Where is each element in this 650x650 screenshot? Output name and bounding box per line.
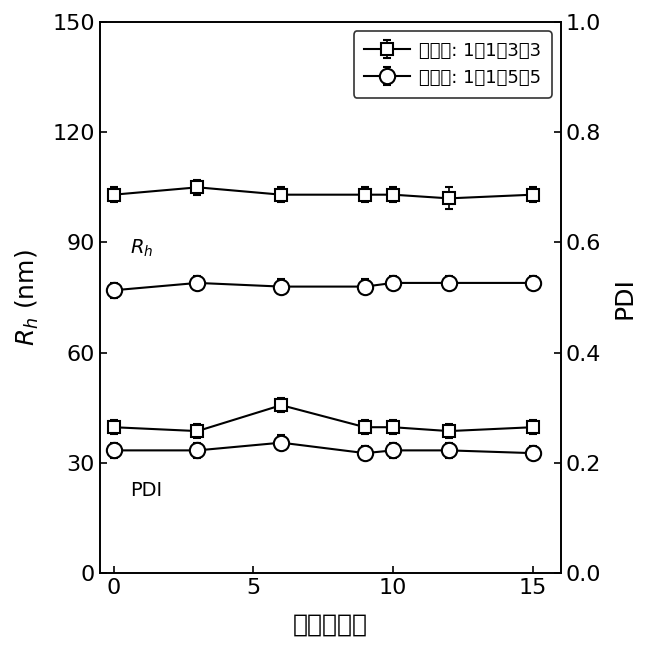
Y-axis label: PDI: PDI: [612, 277, 636, 318]
Text: $R_h$: $R_h$: [131, 237, 153, 259]
Y-axis label: $R_h$ (nm): $R_h$ (nm): [14, 250, 41, 346]
Legend: 流速比: 1：1：3：3, 流速比: 1：1：5：5: 流速比: 1：1：3：3, 流速比: 1：1：5：5: [354, 31, 552, 98]
X-axis label: 时间（天）: 时间（天）: [292, 612, 368, 636]
Text: PDI: PDI: [131, 481, 162, 500]
